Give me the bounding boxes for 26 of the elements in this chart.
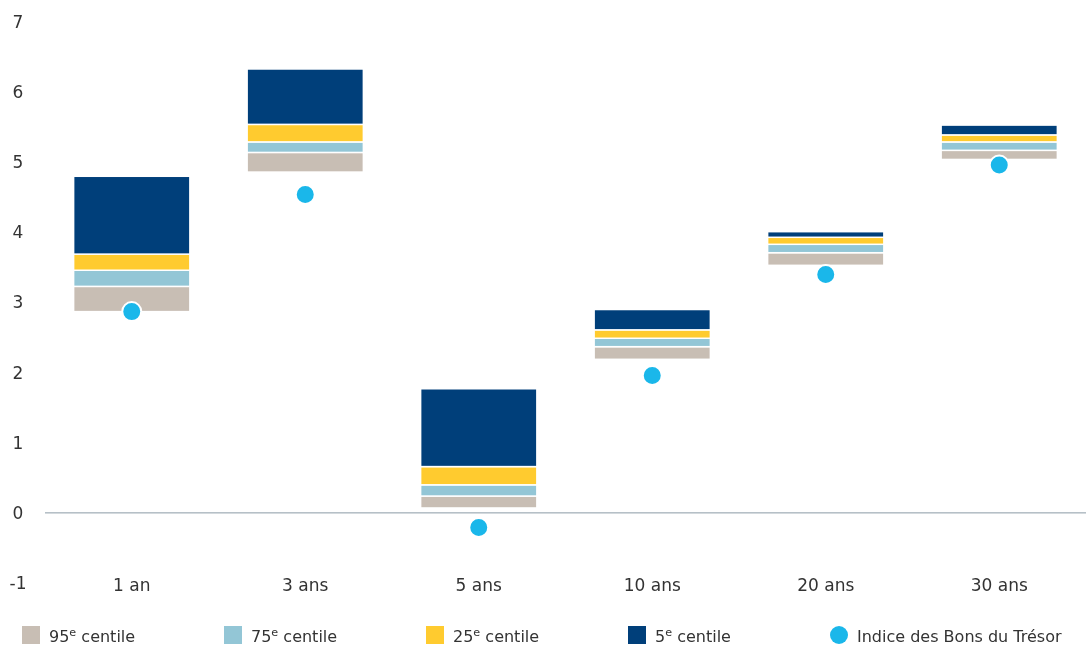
point: [641, 364, 663, 386]
y-tick-label: 5: [12, 152, 24, 173]
point: [121, 301, 143, 323]
point: [294, 184, 316, 206]
y-tick-label: 7: [12, 11, 24, 32]
point: [468, 517, 490, 539]
legend-label: Indice des Bons du Trésor: [857, 626, 1062, 645]
x-tick-label: 30 ans: [970, 575, 1028, 595]
legend-label: 25$^{e}$ centile: [453, 625, 540, 645]
x-tick-label: 20 ans: [797, 575, 855, 595]
y-tick-label: 1: [12, 432, 24, 453]
y-tick-label: 0: [12, 502, 24, 523]
legend-label: 5$^{e}$ centile: [655, 625, 731, 645]
y-tick-label: 4: [12, 222, 24, 243]
x-tick-label: 10 ans: [623, 575, 681, 595]
x-tick-label: 1 an: [113, 575, 151, 595]
legend-label: 95$^{e}$ centile: [49, 625, 136, 645]
point: [988, 154, 1010, 176]
legend-label: 75$^{e}$ centile: [251, 625, 338, 645]
y-tick-label: 6: [12, 82, 24, 103]
y-tick-label: -1: [9, 572, 27, 593]
y-tick-label: 2: [12, 362, 24, 383]
point: [815, 263, 837, 285]
y-tick-label: 3: [12, 292, 24, 313]
x-tick-label: 5 ans: [455, 575, 503, 595]
x-tick-label: 3 ans: [282, 575, 329, 595]
